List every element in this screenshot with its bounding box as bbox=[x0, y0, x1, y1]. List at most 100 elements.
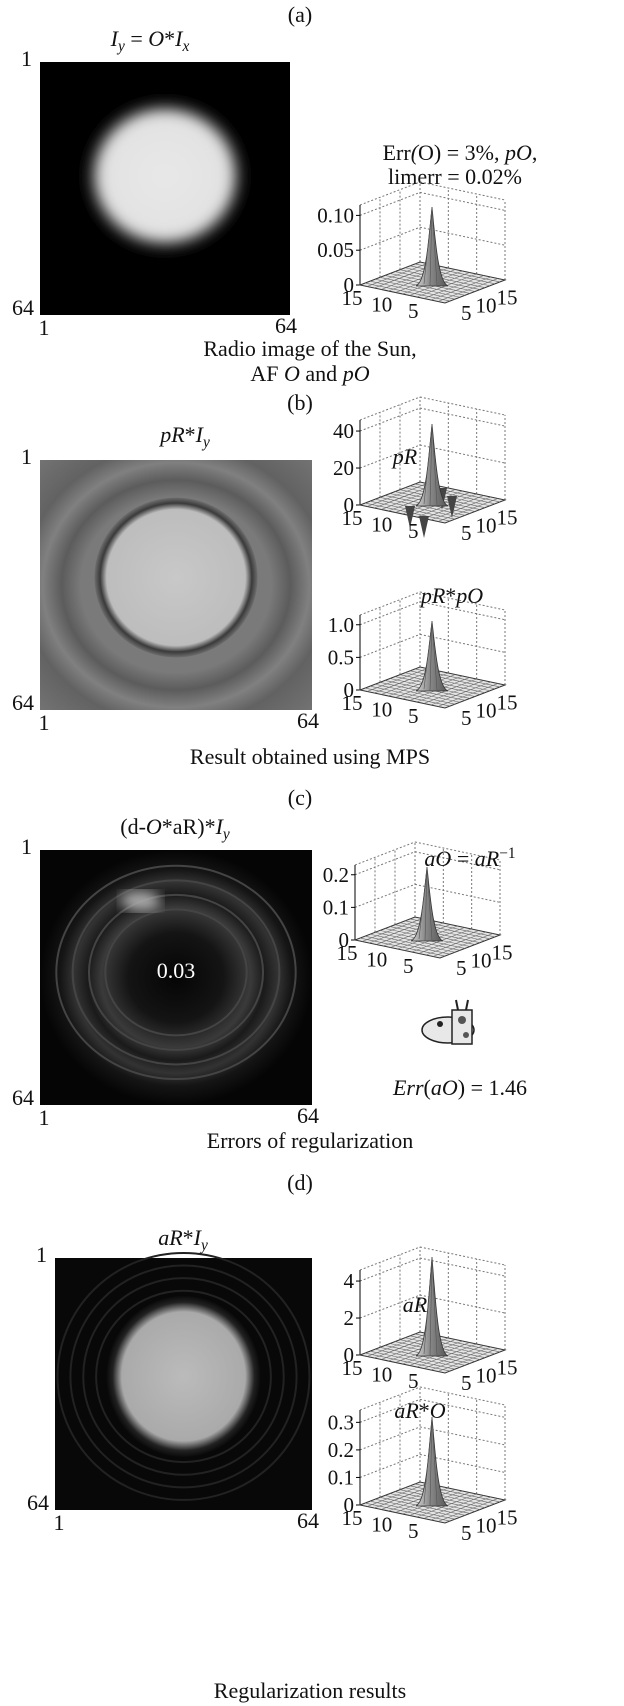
plot-title: aR*O bbox=[394, 1398, 445, 1423]
x-tick-label: 15 bbox=[342, 286, 363, 310]
text-part: aO bbox=[424, 846, 451, 871]
giraffe-horn bbox=[466, 1000, 468, 1010]
plot-title: Err(O) = 3%, pO, bbox=[383, 140, 538, 165]
panel-label: (a) bbox=[288, 2, 312, 27]
x-tick-label: 1 bbox=[39, 1105, 50, 1130]
text-part: pR bbox=[158, 422, 185, 447]
z-tick-label: 40 bbox=[333, 419, 354, 443]
plot-title: aO = aR−1 bbox=[424, 845, 515, 871]
y-tick-label: 5 bbox=[461, 706, 472, 730]
text-part: y bbox=[116, 38, 125, 55]
image-title: pR*Iy bbox=[158, 422, 210, 451]
x-tick-label: 15 bbox=[337, 941, 358, 965]
x-tick-label: 64 bbox=[275, 313, 297, 338]
grid-line bbox=[355, 884, 415, 907]
plot-title: pR*pO bbox=[419, 583, 483, 608]
x-tick-label: 64 bbox=[297, 1508, 319, 1533]
y-tick-label: 64 bbox=[12, 690, 34, 715]
z-tick-label: 0.1 bbox=[328, 1465, 354, 1489]
wall-line bbox=[420, 397, 505, 415]
y-tick-label: 5 bbox=[461, 521, 472, 545]
x-tick-label: 5 bbox=[403, 954, 414, 978]
y-tick-label: 5 bbox=[461, 1371, 472, 1395]
text-part: O bbox=[284, 361, 300, 386]
text-part: ) = 1.46 bbox=[458, 1075, 527, 1100]
z-tick-label: 0.2 bbox=[323, 863, 349, 887]
text-part: −1 bbox=[499, 845, 515, 862]
x-tick-label: 15 bbox=[342, 1356, 363, 1380]
x-tick-label: 15 bbox=[342, 1506, 363, 1530]
text-part: * bbox=[183, 1225, 194, 1250]
text-part: aO bbox=[431, 1075, 458, 1100]
giraffe-spot bbox=[458, 1016, 466, 1024]
text-part: * bbox=[164, 26, 175, 51]
x-tick-label: 10 bbox=[371, 1362, 392, 1386]
text-part: )* bbox=[197, 814, 215, 839]
x-tick-label: 1 bbox=[54, 1510, 65, 1535]
image-title: aR*Iy bbox=[158, 1225, 208, 1254]
surface-plot bbox=[356, 592, 505, 708]
text-part: O bbox=[146, 814, 162, 839]
text-part: * bbox=[445, 583, 456, 608]
x-tick-label: 5 bbox=[408, 299, 419, 323]
sun-core bbox=[100, 115, 230, 236]
x-tick-label: 10 bbox=[371, 292, 392, 316]
image bbox=[55, 1253, 312, 1510]
grid-line bbox=[360, 227, 420, 250]
y-tick-label: 15 bbox=[492, 940, 513, 964]
x-tick-label: 15 bbox=[342, 691, 363, 715]
text-part: Err bbox=[392, 1075, 424, 1100]
y-tick-label: 10 bbox=[476, 1363, 497, 1387]
text-part: y bbox=[199, 1237, 208, 1254]
z-tick-label: 2 bbox=[344, 1306, 355, 1330]
image bbox=[40, 62, 290, 315]
grid-line bbox=[420, 408, 505, 426]
grid-line bbox=[360, 634, 420, 657]
panel-label: (c) bbox=[288, 785, 312, 810]
y-tick-label: 15 bbox=[497, 690, 518, 714]
text-part: aR bbox=[158, 1225, 183, 1250]
grid-line bbox=[420, 192, 505, 210]
x-tick-label: 5 bbox=[408, 519, 419, 543]
wall-line bbox=[360, 397, 420, 420]
z-tick-label: 20 bbox=[333, 456, 354, 480]
x-tick-label: 5 bbox=[408, 704, 419, 728]
y-tick-label: 10 bbox=[471, 948, 492, 972]
x-tick-label: 5 bbox=[408, 1519, 419, 1543]
x-tick-label: 10 bbox=[371, 1512, 392, 1536]
y-tick-label: 15 bbox=[497, 285, 518, 309]
y-tick-label: 10 bbox=[476, 698, 497, 722]
grid-line bbox=[355, 852, 415, 875]
wall-line bbox=[355, 842, 415, 865]
bright bbox=[121, 891, 161, 911]
text-part: O bbox=[418, 140, 434, 165]
giraffe-neck bbox=[452, 1010, 472, 1044]
x-tick-label: 10 bbox=[371, 697, 392, 721]
x-tick-label: 10 bbox=[371, 512, 392, 536]
dip bbox=[419, 516, 429, 538]
plot-title: aR bbox=[403, 1292, 428, 1317]
grid-line bbox=[360, 1427, 420, 1450]
y-tick-label: 1 bbox=[21, 46, 32, 71]
grid-line bbox=[360, 192, 420, 215]
text-part: * bbox=[162, 814, 173, 839]
surface-plot bbox=[356, 182, 505, 303]
y-tick-label: 5 bbox=[461, 301, 472, 325]
text-part: aR bbox=[173, 814, 198, 839]
y-tick-label: 5 bbox=[456, 956, 467, 980]
z-tick-label: 0.05 bbox=[317, 238, 354, 262]
text-part: pO bbox=[341, 361, 370, 386]
caption: Errors of regularization bbox=[207, 1128, 413, 1153]
y-tick-label: 15 bbox=[497, 505, 518, 529]
image-title: (d-O*aR)*Iy bbox=[120, 814, 230, 843]
x-tick-label: 1 bbox=[39, 315, 50, 340]
text-part: O bbox=[430, 1398, 446, 1423]
y-tick-label: 64 bbox=[27, 1490, 49, 1515]
caption: Regularization results bbox=[214, 1678, 406, 1703]
inset-value: 0.03 bbox=[157, 958, 196, 983]
giraffe-icon bbox=[422, 1000, 474, 1044]
x-tick-label: 1 bbox=[39, 710, 50, 735]
x-tick-label: 15 bbox=[342, 506, 363, 530]
y-tick-label: 10 bbox=[476, 293, 497, 317]
image bbox=[40, 460, 312, 710]
